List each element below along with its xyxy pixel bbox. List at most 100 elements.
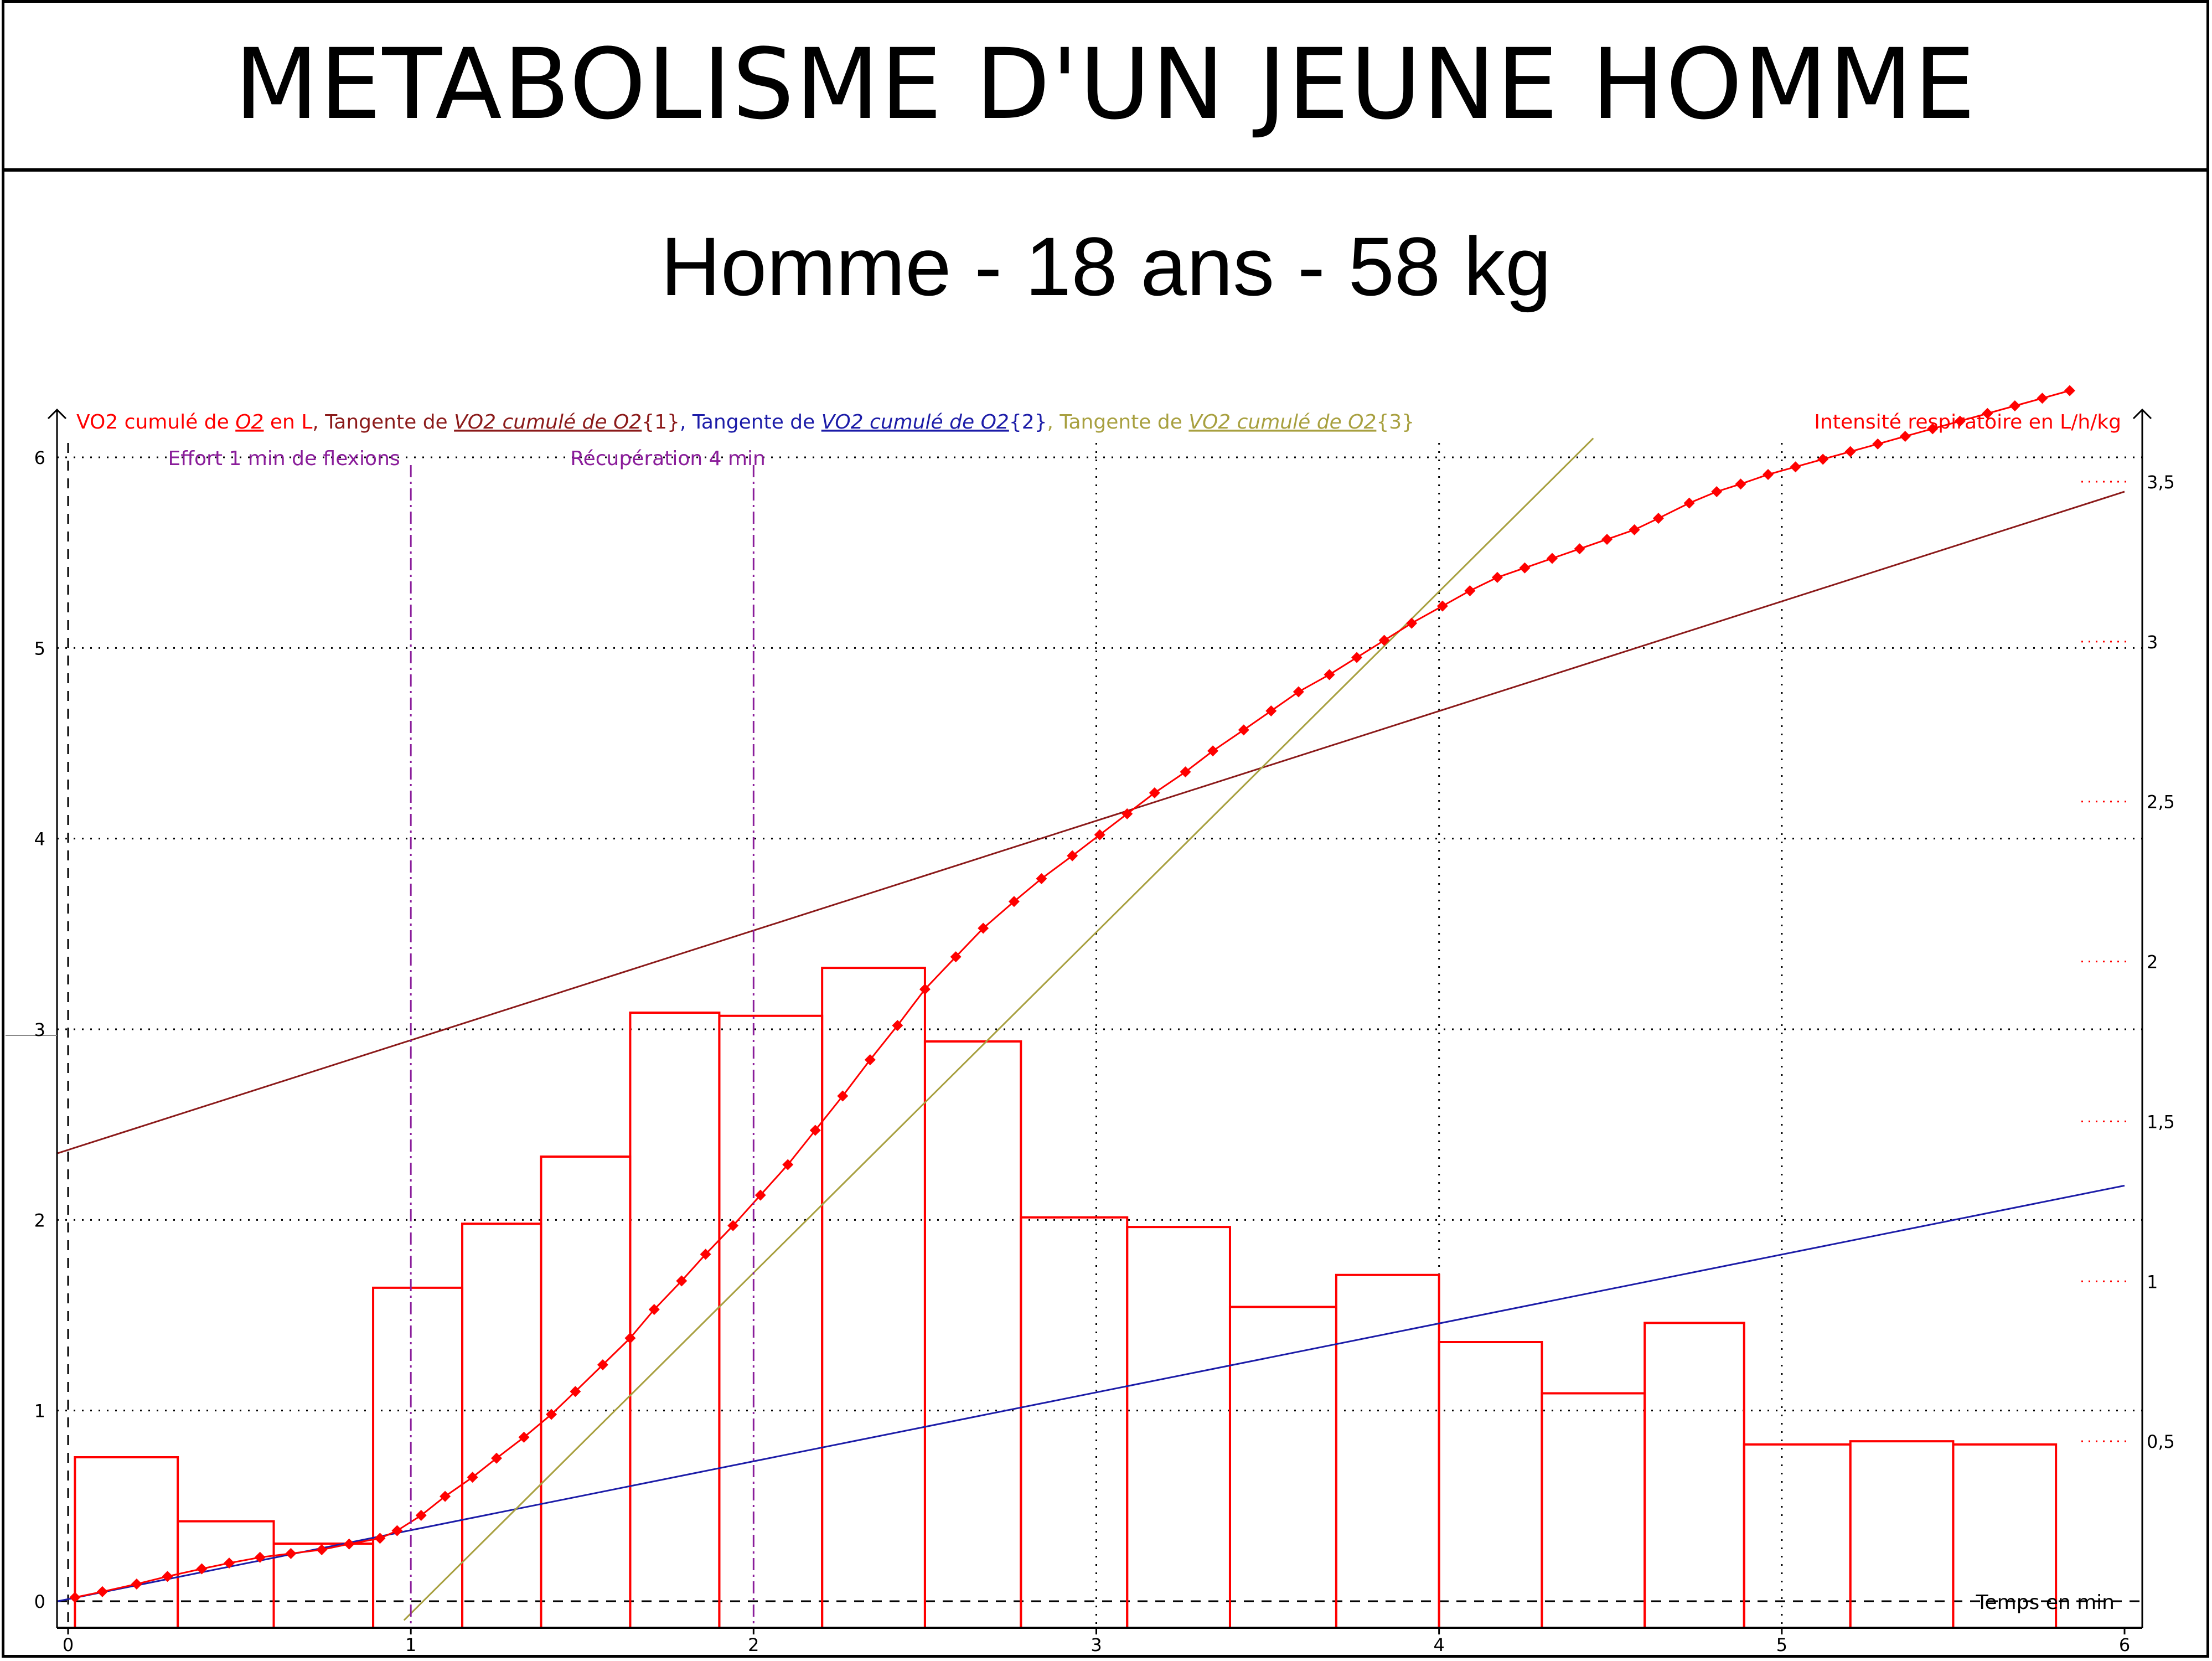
legend-segment: VO2 cumulé de O2 xyxy=(1188,411,1376,434)
vo2-point xyxy=(1574,543,1585,555)
legend: VO2 cumulé de O2 en L , Tangente de VO2 c… xyxy=(76,411,2121,434)
legend-segment: en L xyxy=(263,411,312,434)
vo2-point xyxy=(1180,766,1191,778)
vo2-point xyxy=(69,1592,81,1603)
y-tick-label: 0 xyxy=(34,1591,45,1612)
vo2-point xyxy=(1899,431,1911,442)
grid xyxy=(57,443,2142,1628)
page-subtitle: Homme - 18 ans - 58 kg xyxy=(660,220,1552,313)
vo2-point xyxy=(1067,850,1078,862)
vo2-point xyxy=(837,1090,849,1102)
vo2-point xyxy=(809,1124,821,1136)
legend-segment: VO2 cumulé de xyxy=(76,411,235,434)
intensity-bar xyxy=(1126,1226,1231,1628)
vo2-point xyxy=(1406,617,1418,629)
vo2-point xyxy=(864,1054,876,1066)
title-band: METABOLISME D'UN JEUNE HOMME xyxy=(2,0,2209,172)
vo2-point xyxy=(1436,600,1448,612)
vo2-point xyxy=(892,1020,903,1031)
y2-tick-label: 3,5 xyxy=(2147,472,2175,493)
intensity-bar xyxy=(923,1040,1022,1628)
vo2-point xyxy=(440,1490,451,1502)
vo2-point xyxy=(1546,553,1558,564)
annotation-label: Récupération 4 min xyxy=(570,447,766,470)
legend-right: Intensité respiratoire en L/h/kg xyxy=(1814,411,2121,434)
vo2-point xyxy=(700,1249,711,1260)
axes: 0 1 2 3 4 5 6 0 1 2 3 4 5 6 0,5 1 1,5 2 2,5 3 3,5 xyxy=(6,408,2175,1655)
vo2-point xyxy=(782,1159,794,1170)
vo2-point xyxy=(1464,585,1476,597)
vo2-point xyxy=(1817,453,1829,465)
y2-tick-label: 2,5 xyxy=(2147,792,2175,813)
intensity-bar xyxy=(1020,1216,1129,1628)
vo2-point xyxy=(1519,562,1531,574)
x-tick-label: 0 xyxy=(63,1634,74,1655)
vo2-point xyxy=(1324,669,1335,680)
vo2-point xyxy=(950,951,962,963)
vo2-point xyxy=(1149,787,1160,799)
legend-left: VO2 cumulé de O2 en L , Tangente de VO2 c… xyxy=(76,411,1414,434)
vo2-point xyxy=(196,1563,208,1575)
y2-tick-label: 1 xyxy=(2147,1271,2158,1292)
vo2-point xyxy=(1238,724,1249,736)
vo2-point xyxy=(343,1538,355,1550)
x-tick-label: 1 xyxy=(405,1634,416,1655)
vo2-point xyxy=(131,1579,142,1590)
vo2-point xyxy=(1207,745,1219,757)
legend-segment: VO2 cumulé de O2 xyxy=(821,411,1009,434)
vo2-point xyxy=(1790,461,1801,473)
legend-segment: {2} xyxy=(1009,411,1047,434)
tangent-line-2 xyxy=(58,1184,2125,1602)
legend-segment: , Tangente de xyxy=(1047,411,1189,434)
legend-segment: O2 xyxy=(235,411,263,434)
vo2-point xyxy=(316,1544,328,1556)
vo2-point xyxy=(467,1472,478,1483)
vo2-point xyxy=(1351,652,1363,663)
page-title: METABOLISME D'UN JEUNE HOMME xyxy=(234,27,1977,141)
vo2-point xyxy=(1711,486,1723,497)
intensity-bar xyxy=(1849,1440,1955,1628)
vo2-series xyxy=(69,385,2075,1603)
vo2-point xyxy=(1601,534,1613,545)
vo2-point xyxy=(1763,468,1774,480)
intensity-bar xyxy=(718,1014,824,1628)
y-tick-label: 2 xyxy=(34,1210,45,1231)
vo2-point xyxy=(1094,829,1105,840)
vo2-point xyxy=(374,1533,386,1544)
vo2-point xyxy=(1121,808,1133,819)
intensity-bar xyxy=(540,1155,632,1628)
y-tick-label: 4 xyxy=(34,829,45,850)
vo2-point xyxy=(96,1586,108,1597)
y-tick-label: 5 xyxy=(34,638,45,659)
vo2-point xyxy=(1293,686,1304,698)
intensity-bar xyxy=(1952,1443,2058,1628)
x-axis-label: Temps en min xyxy=(1976,1591,2115,1614)
x-tick-label: 5 xyxy=(1776,1634,1787,1655)
vo2-point xyxy=(919,983,931,995)
vo2-point xyxy=(391,1525,403,1536)
vo2-point xyxy=(1872,438,1884,450)
vo2-point xyxy=(1927,423,1939,435)
vo2-point xyxy=(224,1557,235,1569)
legend-segment: {1} xyxy=(642,411,680,434)
x-tick-label: 2 xyxy=(748,1634,759,1655)
vo2-point xyxy=(648,1304,660,1316)
vo2-point xyxy=(676,1275,688,1287)
vo2-point xyxy=(415,1510,427,1521)
vo2-point xyxy=(1036,873,1047,884)
legend-segment: VO2 cumulé de O2 xyxy=(454,411,642,434)
vo2-point xyxy=(978,922,989,934)
y-tick-label: 6 xyxy=(34,447,45,468)
y2-tick-label: 3 xyxy=(2147,632,2158,653)
vo2-point xyxy=(727,1220,739,1231)
vo2-point xyxy=(1652,513,1664,524)
vo2-point xyxy=(2009,400,2020,412)
vo2-point xyxy=(546,1409,557,1420)
vo2-point xyxy=(1629,524,1640,535)
vo2-point xyxy=(1982,407,1993,419)
vo2-point xyxy=(490,1452,502,1464)
vo2-point xyxy=(254,1551,266,1563)
vo2-point xyxy=(754,1189,766,1201)
